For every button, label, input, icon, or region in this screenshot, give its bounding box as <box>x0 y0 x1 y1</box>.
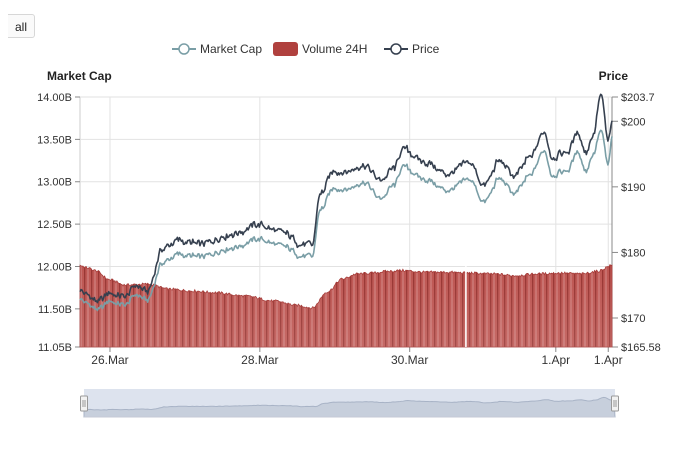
legend-volume-label: Volume 24H <box>302 42 367 56</box>
legend-price-label: Price <box>412 42 440 56</box>
y-left-tick-label: 12.00B <box>37 261 72 273</box>
legend-item-market-cap[interactable]: Market Cap <box>172 42 262 56</box>
series-layer <box>79 93 613 348</box>
navigator-series <box>83 396 616 418</box>
x-tick-label: 30.Mar <box>391 353 428 367</box>
navigator-left-handle[interactable] <box>80 395 88 412</box>
x-axis: 26.Mar 28.Mar 30.Mar 1.Apr 1.Apr <box>91 347 623 367</box>
y-right-tick-label: $180 <box>621 247 645 259</box>
y-left-tick-label: 12.50B <box>37 219 72 231</box>
left-axis-title: Market Cap <box>47 69 112 83</box>
navigator-right-handle[interactable] <box>611 395 619 412</box>
y-right-tick-label: $200 <box>621 116 645 128</box>
y-right-tick-label: $170 <box>621 313 645 325</box>
x-tick-label: 26.Mar <box>91 353 128 367</box>
legend-item-price[interactable]: Price <box>384 42 440 56</box>
right-axis-title: Price <box>599 69 629 83</box>
y-right-tick-label: $203.7 <box>621 92 655 104</box>
range-all-button[interactable]: all <box>8 14 36 38</box>
price-line <box>79 93 613 304</box>
legend-item-volume-24h[interactable]: Volume 24H <box>273 42 367 56</box>
y-left-tick-label: 11.50B <box>38 304 72 316</box>
x-tick-label: 1.Apr <box>541 353 570 367</box>
navigator-left-handle-body <box>80 395 88 412</box>
navigator-right-handle-body <box>611 395 619 412</box>
legend: Market Cap Volume 24H Price <box>172 42 440 56</box>
right-axis: $203.7 $200 $190 $180 $170 $165.58 <box>611 92 661 354</box>
navigator[interactable] <box>80 389 619 418</box>
y-left-tick-label: 13.00B <box>37 177 72 189</box>
y-left-tick-label: 14.00B <box>37 92 72 104</box>
left-axis: 14.00B 13.50B 13.00B 12.50B 12.00B 11.50B 11.0… <box>37 92 80 354</box>
legend-market-cap-label: Market Cap <box>200 42 262 56</box>
market-cap-line <box>79 129 613 312</box>
x-tick-label: 28.Mar <box>241 353 278 367</box>
x-tick-label: 1.Apr <box>594 353 623 367</box>
y-right-tick-label: $190 <box>621 182 645 194</box>
legend-volume-swatch <box>273 42 298 56</box>
volume-24h-sheen <box>80 264 612 347</box>
legend-market-cap-marker <box>178 43 190 55</box>
y-left-tick-label: 11.05B <box>38 342 72 354</box>
legend-price-marker <box>390 43 402 55</box>
y-right-tick-label: $165.58 <box>621 342 661 354</box>
y-left-tick-label: 13.50B <box>37 134 72 146</box>
